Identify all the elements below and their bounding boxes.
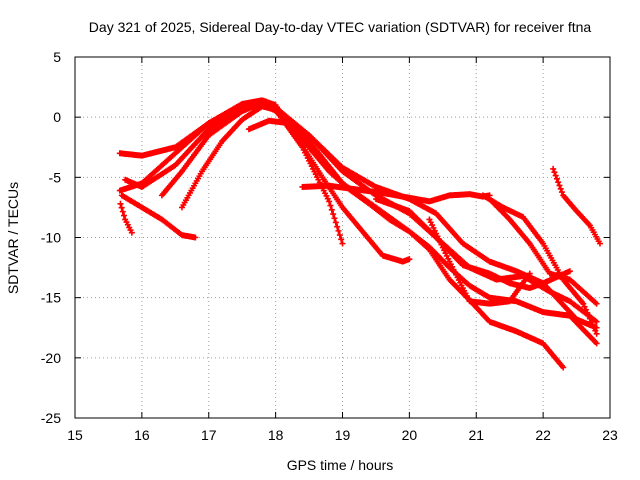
x-tick-label: 15 [67,427,83,443]
x-tick-label: 16 [134,427,150,443]
plot-frame [74,56,611,419]
x-tick-label: 21 [468,427,484,443]
data-track-line [552,168,601,245]
x-tick-label: 22 [535,427,551,443]
data-track-line [248,119,598,345]
y-tick-label: -15 [41,290,61,306]
series-track-10 [372,195,573,292]
series-track-8 [245,117,600,347]
y-tick-label: -5 [49,169,62,185]
y-tick-label: 0 [53,109,61,125]
x-tick-label: 17 [201,427,217,443]
series-track-9 [299,182,493,205]
y-axis-label: SDTVAR / TECUs [5,182,21,294]
grid [75,57,610,418]
chart-title: Day 321 of 2025, Sidereal Day-to-day VTE… [89,19,592,35]
y-tick-label: -25 [41,410,61,426]
series-track-12 [479,192,600,337]
y-tick-label: 5 [53,49,61,65]
series-track-3 [118,192,199,241]
axes: 15 16 17 18 19 20 21 22 23 5 0 -5 -10 -15 -20 -25 [41,49,618,443]
x-axis-label: GPS time / hours [287,457,394,473]
y-tick-label: -20 [41,350,61,366]
x-tick-label: 18 [268,427,284,443]
data-track-line [302,184,490,203]
series-track-13 [486,195,600,307]
x-tick-label: 23 [602,427,618,443]
data-track-line [119,203,133,234]
series-track-14 [550,165,603,247]
data-track-line [428,218,531,305]
x-tick-label: 20 [402,427,418,443]
data-track-line [482,194,598,335]
series-track-11 [426,216,533,307]
x-tick-label: 19 [335,427,351,443]
data-track-line [181,105,598,329]
data-points [116,97,603,371]
series-track-1 [117,200,135,236]
y-tick-label: -10 [41,230,61,246]
data-track-line [121,194,196,239]
data-track-line [488,198,598,305]
data-track-line [375,197,571,290]
